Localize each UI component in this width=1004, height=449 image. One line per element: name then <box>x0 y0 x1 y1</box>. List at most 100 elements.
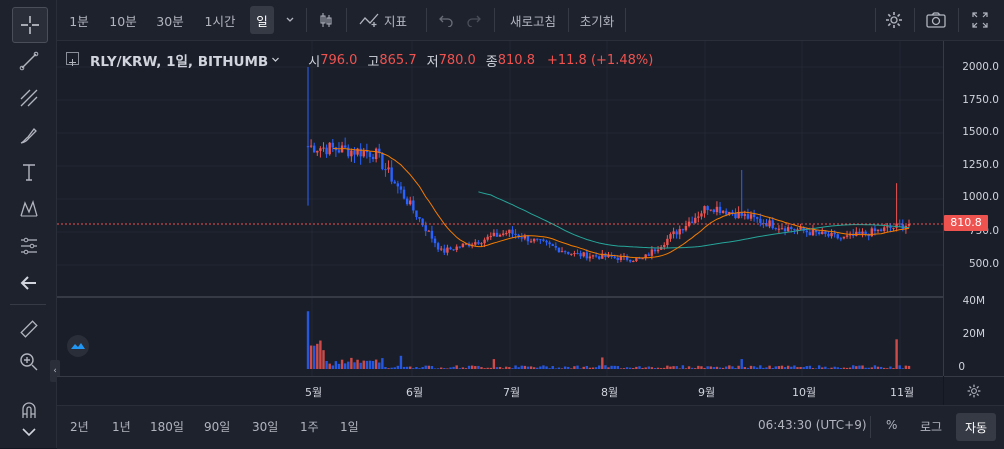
expand-tools-chevron-icon[interactable] <box>12 418 46 446</box>
range-1w-button[interactable]: 1주 <box>300 420 319 434</box>
range-30d-button[interactable]: 30일 <box>252 420 279 434</box>
candle-body <box>845 235 849 237</box>
price-axis[interactable]: 2000.0 1750.0 1500.0 1250.0 1000.0 750.0… <box>943 41 1004 376</box>
candle-body <box>353 150 356 155</box>
chart-pane[interactable] <box>57 41 943 376</box>
range-90d-button[interactable]: 90일 <box>204 420 231 434</box>
volume-bar <box>656 367 660 369</box>
volume-bar <box>539 366 542 369</box>
ruler-tool-icon[interactable] <box>12 312 46 346</box>
volume-tick: 40M <box>962 295 985 307</box>
tradingview-logo-icon[interactable] <box>66 335 90 357</box>
candle-body <box>443 248 446 253</box>
volume-bar <box>325 361 328 369</box>
candle-body <box>526 235 530 242</box>
candle-body <box>594 255 598 257</box>
redo-icon[interactable] <box>463 6 485 34</box>
brush-tool-icon[interactable] <box>12 118 46 152</box>
indicators-button[interactable]: 지표 <box>358 6 416 34</box>
candle-body <box>390 167 393 182</box>
volume-bar <box>622 368 626 369</box>
volume-bar <box>740 359 743 369</box>
text-tool-icon[interactable] <box>12 155 46 189</box>
range-180d-button[interactable]: 180일 <box>150 420 184 434</box>
axis-settings-gear-icon[interactable] <box>944 376 1004 405</box>
candle-body <box>827 233 830 237</box>
candle-style-icon[interactable] <box>314 6 338 34</box>
high-value: 865.7 <box>379 52 417 68</box>
candle-body <box>557 247 561 253</box>
candle-body <box>427 230 431 232</box>
trend-line-tool-icon[interactable] <box>12 44 46 78</box>
candle-body <box>715 206 719 213</box>
candle-body <box>359 148 362 157</box>
auto-scale-button[interactable]: 자동 <box>956 413 996 441</box>
volume-bar <box>523 365 527 369</box>
volume-bar <box>340 359 344 369</box>
camera-snapshot-icon[interactable] <box>923 6 949 34</box>
volume-bar <box>852 365 855 369</box>
symbol-dropdown-chevron-icon[interactable] <box>271 53 280 68</box>
volume-bar <box>898 365 901 369</box>
fib-tool-icon[interactable] <box>12 229 46 263</box>
interval-1m-button[interactable]: 1분 <box>69 13 89 29</box>
volume-bar <box>706 366 709 369</box>
legend-expand-icon[interactable] <box>66 52 79 66</box>
crosshair-tool-icon[interactable] <box>12 7 48 43</box>
settings-gear-icon[interactable] <box>882 6 906 34</box>
percent-scale-button[interactable]: % <box>886 418 898 432</box>
candle-body <box>802 227 805 231</box>
volume-bar <box>728 365 731 369</box>
refresh-button[interactable]: 새로고침 <box>509 13 556 29</box>
range-2y-button[interactable]: 2년 <box>70 420 89 434</box>
candle-body <box>356 148 359 155</box>
interval-1h-button[interactable]: 1시간 <box>204 13 236 29</box>
candle-body <box>777 228 781 230</box>
undo-icon[interactable] <box>435 6 457 34</box>
interval-dropdown-chevron-icon[interactable] <box>280 6 300 34</box>
volume-bar <box>839 368 843 369</box>
symbol-title[interactable]: RLY/KRW, 1일, BITHUMB <box>90 54 269 70</box>
candle-body <box>690 221 694 223</box>
volume-bar <box>873 365 877 369</box>
volume-bar <box>817 365 821 369</box>
pitchfork-tool-icon[interactable] <box>12 81 46 115</box>
volume-bar <box>777 366 781 369</box>
interval-30m-button[interactable]: 30분 <box>156 13 184 29</box>
candle-body <box>793 229 796 231</box>
clock-timezone[interactable]: 06:43:30 (UTC+9) <box>758 418 867 432</box>
volume-bar <box>833 366 836 369</box>
collapse-toolbar-handle[interactable]: ‹ <box>50 360 60 382</box>
time-axis[interactable]: 5월 6월 7월 8월 9월 10월 11월 <box>57 376 943 405</box>
volume-bar <box>384 367 387 369</box>
candle-body <box>567 251 570 254</box>
moving-average-short-line <box>332 147 910 259</box>
range-1y-button[interactable]: 1년 <box>112 420 131 434</box>
candle-body <box>873 228 877 232</box>
volume-bar <box>697 365 700 369</box>
close-label: 종 <box>485 54 498 70</box>
volume-bar <box>446 368 449 369</box>
interval-day-button[interactable]: 일 <box>250 6 274 34</box>
magnet-tool-icon[interactable] <box>12 393 46 427</box>
interval-10m-button[interactable]: 10분 <box>109 13 137 29</box>
volume-bar <box>467 365 471 369</box>
zoom-in-icon[interactable] <box>12 345 46 379</box>
volume-bar <box>458 368 461 369</box>
candle-body <box>542 239 545 241</box>
pattern-tool-icon[interactable] <box>12 192 46 226</box>
candle-body <box>870 228 874 237</box>
reset-button[interactable]: 초기화 <box>579 13 615 29</box>
fullscreen-icon[interactable] <box>968 6 992 34</box>
back-arrow-icon[interactable] <box>12 266 46 300</box>
price-volume-chart[interactable] <box>57 41 943 376</box>
volume-bar <box>780 365 784 369</box>
last-price-tag: 810.8 <box>944 215 988 231</box>
log-scale-button[interactable]: 로그 <box>920 420 943 434</box>
volume-bar <box>675 366 678 369</box>
candle-body <box>381 152 384 170</box>
candle-body <box>582 252 585 257</box>
candle-body <box>312 145 316 153</box>
range-1d-button[interactable]: 1일 <box>340 420 359 434</box>
